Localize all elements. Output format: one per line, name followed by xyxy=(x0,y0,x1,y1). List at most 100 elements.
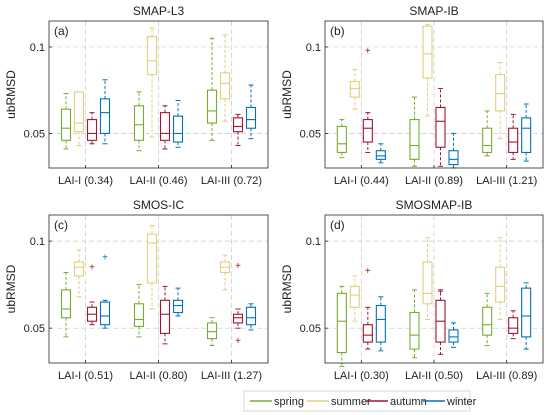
panel-label: (b) xyxy=(330,24,345,38)
box-spring-2 xyxy=(409,289,420,359)
box-iqr xyxy=(172,115,184,143)
x-tick-label: LAI-II (0.46) xyxy=(129,175,187,187)
box-iqr xyxy=(133,303,145,327)
box-iqr xyxy=(409,311,420,350)
box-iqr xyxy=(99,301,111,326)
outlier-marker: + xyxy=(438,287,444,298)
box-summer-2 xyxy=(422,237,433,320)
x-tick-label: LAI-III (1.21) xyxy=(476,175,537,187)
box-iqr xyxy=(219,72,231,100)
box-winter-3 xyxy=(521,282,532,350)
box-iqr xyxy=(495,266,506,303)
y-tick-label: 0.05 xyxy=(24,128,45,140)
panel-label: (c) xyxy=(54,218,68,232)
x-tick-label: LAI-I (0.51) xyxy=(58,370,113,382)
box-autumn-1: + xyxy=(362,46,373,153)
panels: 0.05 0.1 LAI-I (0.34) LAI-II (0.46) LAI-III … xyxy=(4,4,544,382)
box-winter-1 xyxy=(375,296,386,352)
box-iqr xyxy=(521,117,532,153)
panel-title: SMOS-IC xyxy=(133,198,185,212)
box-iqr xyxy=(146,233,158,284)
outlier-marker: + xyxy=(365,266,371,277)
y-axis-label: ubRMSD xyxy=(4,264,18,313)
box-winter-2 xyxy=(448,322,459,348)
legend-label: winter xyxy=(446,396,477,408)
y-axis-label: ubRMSD xyxy=(280,264,294,313)
legend-item-spring: spring xyxy=(250,396,304,408)
x-tick-label: LAI-III (0.89) xyxy=(476,370,537,382)
box-spring-2 xyxy=(133,91,145,152)
outlier-marker: + xyxy=(235,336,241,347)
box-iqr xyxy=(146,36,158,76)
box-iqr xyxy=(448,150,459,166)
x-tick-label: LAI-I (0.44) xyxy=(334,175,389,187)
legend-item-autumn: autumn xyxy=(366,396,427,408)
panel-title: SMAP-IB xyxy=(409,4,458,18)
box-iqr xyxy=(159,112,171,141)
box-summer-3 xyxy=(219,34,231,122)
y-axis-label: ubRMSD xyxy=(4,70,18,119)
box-iqr xyxy=(336,292,347,354)
box-summer-1 xyxy=(73,91,85,147)
box-summer-2 xyxy=(422,23,433,117)
y-tick-label: 0.05 xyxy=(24,323,45,335)
box-winter-2 xyxy=(172,287,184,317)
box-winter-1 xyxy=(375,143,386,164)
x-tick-label: LAI-II (0.50) xyxy=(405,370,463,382)
box-iqr xyxy=(232,117,244,133)
legend-label: summer xyxy=(331,396,371,408)
x-tick-label: LAI-I (0.30) xyxy=(334,370,389,382)
box-autumn-2 xyxy=(435,87,446,167)
box-iqr xyxy=(206,89,218,124)
panel-2: +0.05 0.1 LAI-I (0.44) LAI-II (0.89) LAI-III… xyxy=(280,4,544,187)
box-iqr xyxy=(362,119,373,143)
box-iqr xyxy=(508,317,519,334)
box-spring-2 xyxy=(133,284,145,338)
box-spring-1 xyxy=(60,271,72,338)
box-iqr xyxy=(245,306,257,326)
box-iqr xyxy=(482,306,493,336)
box-winter-1: + xyxy=(99,252,111,329)
box-spring-3 xyxy=(482,110,493,157)
box-iqr xyxy=(362,324,373,343)
box-iqr xyxy=(349,285,360,308)
box-iqr xyxy=(60,108,72,141)
y-tick-label: 0.1 xyxy=(30,42,45,54)
box-autumn-1: + xyxy=(362,266,373,350)
box-summer-3 xyxy=(495,237,506,320)
x-tick-label: LAI-I (0.34) xyxy=(58,175,113,187)
box-iqr xyxy=(422,261,433,305)
outlier-marker: + xyxy=(365,46,371,57)
box-autumn-1: + xyxy=(86,263,98,326)
box-iqr xyxy=(206,322,218,340)
x-tick-label: LAI-III (0.72) xyxy=(201,175,262,187)
box-iqr xyxy=(409,119,420,160)
box-iqr xyxy=(172,299,184,314)
box-spring-3 xyxy=(206,317,218,347)
box-summer-3 xyxy=(219,254,231,291)
box-iqr xyxy=(375,304,386,343)
box-autumn-3 xyxy=(508,310,519,340)
box-iqr xyxy=(73,91,85,133)
box-iqr xyxy=(482,127,493,153)
box-autumn-3 xyxy=(232,113,244,147)
box-iqr xyxy=(495,74,506,112)
panel-1: 0.05 0.1 LAI-I (0.34) LAI-II (0.46) LAI-III … xyxy=(4,4,269,187)
box-iqr xyxy=(375,150,386,160)
box-spring-1 xyxy=(60,93,72,150)
box-summer-2 xyxy=(146,224,158,310)
y-tick-label: 0.1 xyxy=(306,42,321,54)
outlier-marker: + xyxy=(89,263,95,274)
box-winter-3 xyxy=(245,303,257,331)
box-iqr xyxy=(232,313,244,324)
box-autumn-2: + xyxy=(435,287,446,355)
box-summer-1 xyxy=(349,275,360,322)
box-iqr xyxy=(448,329,459,343)
box-iqr xyxy=(99,98,111,134)
box-spring-3 xyxy=(482,292,493,347)
box-winter-1 xyxy=(99,79,111,145)
box-iqr xyxy=(336,125,347,153)
box-autumn-3 xyxy=(508,113,519,160)
